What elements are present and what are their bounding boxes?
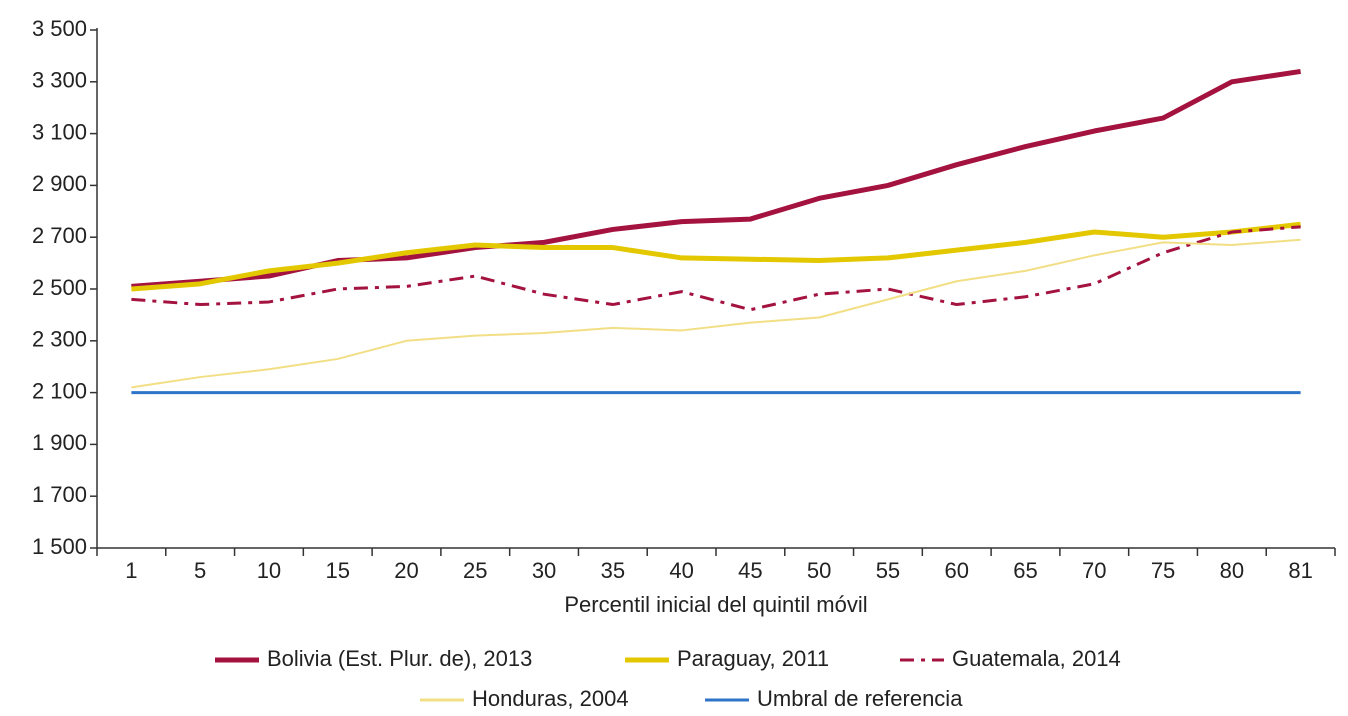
legend-label: Umbral de referencia xyxy=(757,686,963,711)
y-tick-label: 2 700 xyxy=(32,223,87,248)
x-axis-label: Percentil inicial del quintil móvil xyxy=(564,592,867,617)
series-line xyxy=(131,221,1301,292)
x-tick-label: 55 xyxy=(876,558,900,583)
x-tick-label: 5 xyxy=(194,558,206,583)
x-tick-label: 45 xyxy=(738,558,762,583)
series-line xyxy=(131,238,1301,389)
x-tick-label: 20 xyxy=(394,558,418,583)
x-tick-label: 15 xyxy=(325,558,349,583)
y-tick-label: 1 900 xyxy=(32,430,87,455)
y-tick-label: 2 900 xyxy=(32,171,87,196)
x-tick-label: 40 xyxy=(669,558,693,583)
legend-label: Paraguay, 2011 xyxy=(677,646,829,671)
x-tick-label: 10 xyxy=(257,558,281,583)
x-tick-label: 75 xyxy=(1151,558,1175,583)
y-tick-label: 3 100 xyxy=(32,119,87,144)
y-tick-label: 3 500 xyxy=(32,16,87,41)
x-tick-label: 1 xyxy=(125,558,137,583)
x-tick-label: 65 xyxy=(1013,558,1037,583)
y-tick-label: 1 500 xyxy=(32,534,87,559)
y-tick-label: 1 700 xyxy=(32,482,87,507)
x-tick-label: 80 xyxy=(1220,558,1244,583)
legend-label: Honduras, 2004 xyxy=(472,686,629,711)
series-line xyxy=(131,225,1301,312)
x-tick-label: 70 xyxy=(1082,558,1106,583)
y-tick-label: 3 300 xyxy=(32,68,87,93)
y-tick-label: 2 300 xyxy=(32,327,87,352)
x-tick-label: 25 xyxy=(463,558,487,583)
x-tick-label: 30 xyxy=(532,558,556,583)
y-tick-label: 2 100 xyxy=(32,378,87,403)
y-tick-label: 2 500 xyxy=(32,275,87,300)
x-tick-label: 35 xyxy=(601,558,625,583)
legend-label: Guatemala, 2014 xyxy=(952,646,1121,671)
series-line xyxy=(131,68,1301,289)
x-tick-label: 81 xyxy=(1288,558,1312,583)
x-tick-label: 50 xyxy=(807,558,831,583)
legend-label: Bolivia (Est. Plur. de), 2013 xyxy=(267,646,532,671)
x-tick-label: 60 xyxy=(944,558,968,583)
